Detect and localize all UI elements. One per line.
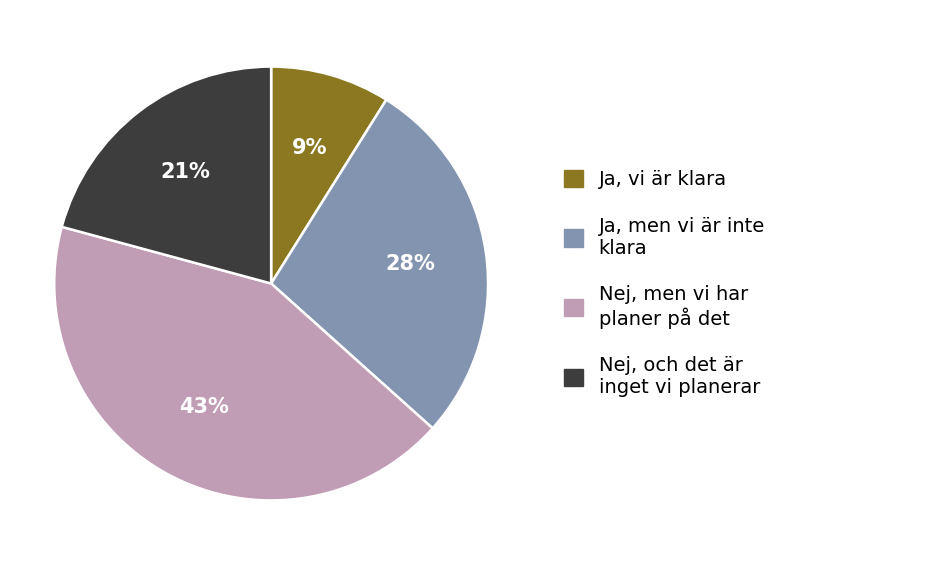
Wedge shape <box>271 66 386 284</box>
Text: 28%: 28% <box>386 254 436 274</box>
Legend: Ja, vi är klara, Ja, men vi är inte
klara, Nej, men vi har
planer på det, Nej, o: Ja, vi är klara, Ja, men vi är inte klar… <box>554 160 774 407</box>
Text: 21%: 21% <box>161 162 210 181</box>
Text: 9%: 9% <box>293 138 328 158</box>
Wedge shape <box>271 100 488 428</box>
Wedge shape <box>54 227 433 501</box>
Wedge shape <box>62 66 271 284</box>
Text: 43%: 43% <box>179 397 229 417</box>
